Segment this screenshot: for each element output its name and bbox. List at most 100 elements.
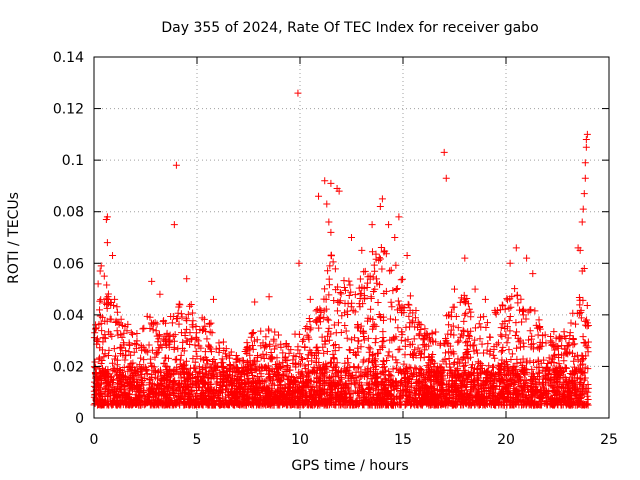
data-point [445,321,453,329]
y-tick-label: 0.08 [53,205,84,221]
data-point [368,248,376,256]
data-point [519,355,527,363]
data-point [566,332,574,340]
data-point [354,337,362,345]
data-point [447,326,455,334]
data-point [175,300,183,308]
data-point [393,306,401,314]
data-point [183,325,191,333]
data-point [508,350,516,358]
data-point [191,358,199,366]
data-point [378,265,386,273]
data-point [364,279,372,287]
data-point [410,349,418,357]
data-point [154,338,162,346]
data-point [216,344,224,352]
data-point [338,312,346,320]
data-point [182,315,190,323]
x-tick-label: 0 [90,432,99,448]
data-point [360,284,368,292]
data-point [349,306,357,314]
data-point [344,354,352,362]
data-point [91,358,99,366]
data-point [311,352,319,360]
data-point [223,353,231,361]
data-point [409,351,417,359]
data-point [534,331,542,339]
data-point [379,328,387,336]
data-point [142,347,150,355]
data-point [354,344,362,352]
x-axis-title: GPS time / hours [291,458,408,474]
data-point [503,357,511,365]
data-point [291,330,299,338]
data-point [552,342,560,350]
data-point [483,346,491,354]
data-point [356,275,364,283]
data-point [127,329,135,337]
data-point [228,399,236,407]
data-point [148,346,156,354]
data-point [175,320,183,328]
data-point [117,349,125,357]
data-point [220,347,228,355]
data-point [405,312,413,320]
data-point [505,317,513,325]
data-point [386,315,394,323]
data-point [298,355,306,363]
data-point [330,297,338,305]
data-point [376,313,384,321]
data-point [306,318,314,326]
data-point [222,350,230,358]
data-point [285,349,293,357]
data-point [407,401,415,409]
y-tick-label: 0.02 [53,359,84,375]
data-point [260,400,268,408]
data-point [423,362,431,370]
data-point [464,300,472,308]
data-point [108,359,116,367]
data-point [206,328,214,336]
data-point [345,346,353,354]
data-point [505,304,513,312]
data-point [377,244,385,252]
data-point [187,301,195,309]
data-point [133,330,141,338]
data-point [503,296,511,304]
data-point [325,324,333,332]
data-point [259,339,267,347]
data-point [447,349,455,357]
data-point [222,367,230,375]
data-point [461,299,469,307]
data-point [536,322,544,330]
data-point [584,344,592,352]
data-point [421,346,429,354]
data-point [422,385,430,393]
data-point [411,323,419,331]
data-point [180,347,188,355]
data-point [391,316,399,324]
data-point [499,343,507,351]
data-point [347,288,355,296]
data-point [398,328,406,336]
data-point [452,312,460,320]
data-point [152,350,160,358]
data-point [450,359,458,367]
data-point [387,266,395,274]
data-point [476,335,484,343]
data-point [401,342,409,350]
data-point [568,349,576,357]
y-tick-label: 0.14 [53,50,84,66]
data-point [305,314,313,322]
data-point [455,337,463,345]
data-point [130,348,138,356]
data-point [189,317,197,325]
data-point [393,359,401,367]
data-point [379,316,387,324]
data-point [331,265,339,273]
data-point [450,331,458,339]
data-point [313,343,321,351]
data-point [149,326,157,334]
data-point [254,352,262,360]
data-point [389,353,397,361]
